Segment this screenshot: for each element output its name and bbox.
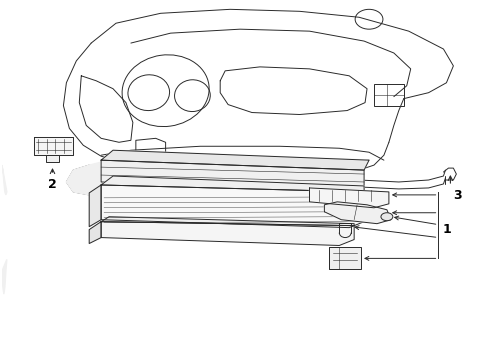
Polygon shape — [89, 222, 101, 243]
Bar — [329, 247, 361, 269]
Polygon shape — [101, 185, 364, 228]
Text: 3: 3 — [453, 189, 462, 202]
Polygon shape — [324, 202, 391, 224]
Bar — [329, 247, 339, 269]
Text: 1: 1 — [442, 223, 451, 236]
Polygon shape — [101, 160, 364, 190]
Polygon shape — [310, 188, 389, 208]
Bar — [46, 155, 59, 162]
Polygon shape — [101, 222, 354, 246]
Text: 2: 2 — [48, 178, 57, 191]
Polygon shape — [101, 217, 354, 226]
Polygon shape — [89, 185, 101, 227]
Polygon shape — [2, 260, 7, 294]
Polygon shape — [101, 150, 369, 170]
Polygon shape — [2, 165, 7, 195]
Polygon shape — [34, 137, 74, 155]
Polygon shape — [101, 176, 364, 192]
Ellipse shape — [381, 213, 393, 221]
Bar — [374, 84, 404, 105]
Polygon shape — [66, 162, 101, 195]
